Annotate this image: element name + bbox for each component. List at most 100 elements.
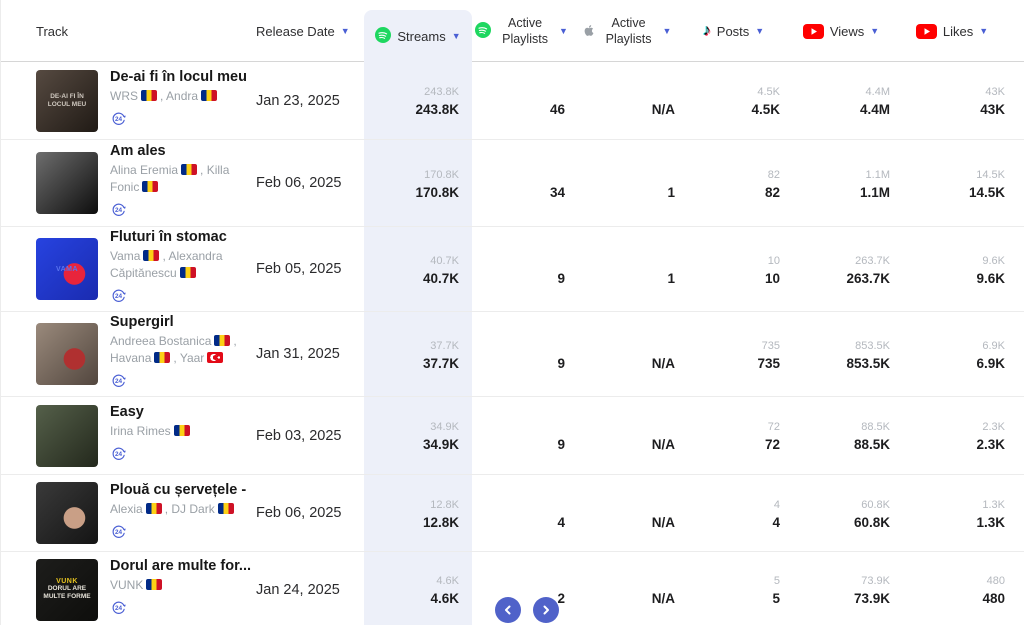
table-body: De-ai fi în locul meu De-ai fi în locul …: [1, 62, 1024, 625]
artist-link[interactable]: WRS: [110, 89, 138, 103]
column-header-posts[interactable]: ♪ Posts ▼: [681, 0, 786, 62]
album-art-text: Dorul are multe forme: [43, 585, 91, 600]
album-art[interactable]: VUNK Dorul are multe forme: [36, 558, 98, 621]
column-label-track: Track: [36, 23, 69, 39]
track-cell: De-ai fi în locul meu De-ai fi în locul …: [36, 62, 251, 139]
flag-ro-icon: [179, 267, 196, 278]
track-title[interactable]: Plouă cu șervețele - ...: [110, 481, 251, 498]
streams-cell: 4.6K 4.6K: [364, 552, 472, 625]
flag-ro-icon: [141, 90, 157, 101]
sort-icon: ▼: [755, 25, 765, 36]
artist-separator: ,: [162, 249, 169, 263]
svg-text:24: 24: [115, 378, 123, 385]
track-cell: Supergirl Andreea Bostanica, Havana, Yaa…: [36, 312, 251, 396]
track-artists: Vama, Alexandra Căpitănescu: [110, 248, 248, 282]
album-art[interactable]: [36, 482, 98, 544]
likes-cell: 14.5K 14.5K: [968, 168, 1005, 200]
artist-link[interactable]: Havana: [110, 351, 152, 365]
spotify-playlists-cell: 2: [557, 591, 565, 606]
sort-icon: ▼: [979, 25, 989, 36]
likes-cell: 9.6K 9.6K: [976, 254, 1005, 286]
artist-link[interactable]: Killa Fonic: [110, 163, 230, 194]
posts-cell: 735 735: [757, 339, 780, 371]
flag-ro-icon: [154, 352, 171, 363]
album-art[interactable]: [36, 404, 98, 467]
artist-link[interactable]: Alexandra Căpitănescu: [110, 249, 223, 280]
flag-ro-icon: [181, 164, 198, 175]
track-title[interactable]: Supergirl: [110, 314, 174, 330]
album-art[interactable]: VAMA: [36, 238, 98, 300]
posts-cell: 4.5K 4.5K: [751, 86, 780, 117]
apple-playlists-cell: N/A: [651, 102, 675, 117]
table-row: De-ai fi în locul meu De-ai fi în locul …: [1, 62, 1024, 140]
views-cell: 263.7K 263.7K: [846, 254, 890, 286]
flag-ro-icon: [142, 181, 159, 192]
track-title[interactable]: Dorul are multe for...: [110, 558, 251, 574]
track-cell: Am ales Alina Eremia, Killa Fonic 24: [36, 140, 251, 226]
track-cell: VAMA Fluturi în stomac Vama, Alexandra C…: [36, 227, 251, 311]
artist-link[interactable]: Yaar: [179, 351, 205, 365]
spotify-playlists-cell: 4: [557, 514, 565, 530]
likes-cell: 6.9K 6.9K: [976, 339, 1005, 371]
column-header-apple-playlists[interactable]: Active Playlists ▼: [571, 0, 681, 62]
track-title[interactable]: Easy: [110, 404, 144, 420]
updated-24h-icon: 24: [110, 110, 127, 132]
track-title[interactable]: De-ai fi în locul meu: [110, 69, 247, 85]
column-header-spotify-playlists[interactable]: Active Playlists ▼: [472, 0, 571, 62]
column-header-release-date[interactable]: Release Date ▼: [251, 0, 364, 62]
column-header-likes[interactable]: Likes ▼: [896, 0, 1008, 62]
flag-ro-icon: [173, 425, 190, 436]
track-title[interactable]: Fluturi în stomac: [110, 229, 227, 245]
likes-cell: 480 480: [982, 575, 1005, 606]
artist-link[interactable]: Alexia: [110, 501, 143, 516]
chevron-right-icon: [543, 605, 549, 615]
posts-cell: 10 10: [764, 254, 780, 286]
track-artists: VUNK: [110, 577, 248, 594]
column-label-apple-playlists: Active Playlists: [605, 16, 652, 46]
svg-text:24: 24: [115, 528, 123, 535]
posts-cell: 82 82: [764, 168, 780, 200]
artist-link[interactable]: DJ Dark: [171, 501, 215, 516]
flag-ro-icon: [214, 335, 231, 346]
track-title[interactable]: Am ales: [110, 143, 166, 159]
artist-link[interactable]: Andreea Bostanica: [110, 334, 212, 348]
column-label-posts: Posts: [716, 23, 750, 39]
album-art[interactable]: [36, 152, 98, 214]
pagination: [495, 597, 559, 623]
updated-24h-icon: 24: [110, 201, 127, 223]
artist-link[interactable]: Alina Eremia: [110, 163, 179, 177]
column-header-views[interactable]: Views ▼: [786, 0, 896, 62]
flag-ro-icon: [146, 579, 163, 590]
album-art[interactable]: De-ai fi în locul meu: [36, 69, 98, 132]
tiktok-icon: ♪: [702, 22, 711, 39]
apple-playlists-cell: N/A: [651, 591, 675, 606]
album-art-top-text: VUNK: [56, 578, 78, 585]
apple-playlists-cell: N/A: [651, 514, 675, 530]
table-row: Plouă cu șervețele - ... Alexia, DJ Dark…: [1, 475, 1024, 552]
next-page-button[interactable]: [533, 597, 559, 623]
flag-ro-icon: [217, 502, 234, 514]
svg-text:24: 24: [115, 207, 123, 214]
release-date: Jan 23, 2025: [256, 92, 340, 109]
previous-page-button[interactable]: [495, 597, 521, 623]
album-art[interactable]: [36, 323, 98, 385]
artist-separator: ,: [160, 89, 167, 103]
column-header-streams[interactable]: Streams ▼: [364, 10, 472, 62]
artist-link[interactable]: VUNK: [110, 578, 144, 592]
column-label-release-date: Release Date: [256, 23, 335, 39]
spotify-playlists-cell: 9: [557, 355, 565, 371]
column-label-likes: Likes: [942, 23, 974, 39]
table-row: Easy Irina Rimes 24 Feb 03, 2025 34.9K 34…: [1, 397, 1024, 475]
updated-24h-icon: 24: [110, 523, 127, 545]
sort-icon: ▼: [870, 25, 880, 36]
sort-icon: ▼: [559, 25, 568, 36]
artist-link[interactable]: Irina Rimes: [110, 424, 171, 438]
youtube-icon: [915, 23, 937, 39]
flag-ro-icon: [143, 250, 160, 261]
artist-link[interactable]: Vama: [110, 249, 141, 263]
column-header-track[interactable]: Track: [36, 0, 251, 62]
views-cell: 853.5K 853.5K: [846, 339, 890, 371]
artist-link[interactable]: Andra: [166, 89, 199, 103]
chevron-left-icon: [505, 605, 511, 615]
updated-24h-icon: 24: [110, 287, 127, 309]
